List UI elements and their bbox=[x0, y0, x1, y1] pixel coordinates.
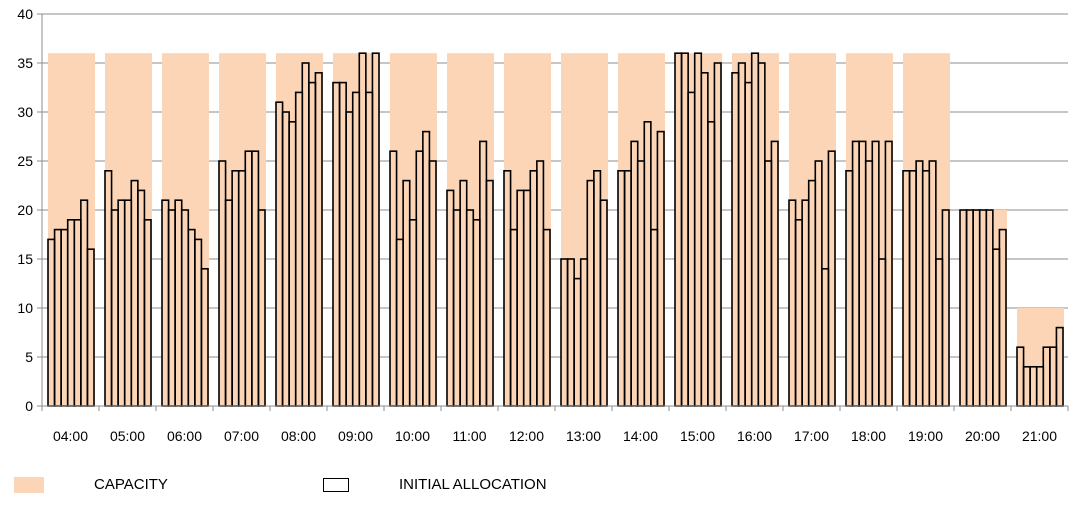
gridlines bbox=[42, 13, 1068, 358]
x-tick-label: 13:00 bbox=[566, 428, 601, 444]
axes bbox=[37, 13, 1069, 411]
legend-item-initial-allocation: INITIAL ALLOCATION bbox=[323, 476, 547, 493]
y-tick-label: 5 bbox=[25, 349, 33, 365]
x-tick-label: 10:00 bbox=[395, 428, 430, 444]
capacity-swatch bbox=[14, 476, 44, 493]
legend-label-initial-allocation: INITIAL ALLOCATION bbox=[399, 476, 547, 493]
x-tick-label: 05:00 bbox=[110, 428, 145, 444]
x-tick-label: 19:00 bbox=[908, 428, 943, 444]
x-tick-label: 07:00 bbox=[224, 428, 259, 444]
x-tick-label: 08:00 bbox=[281, 428, 316, 444]
x-tick-label: 11:00 bbox=[453, 428, 487, 444]
x-tick-label: 09:00 bbox=[338, 428, 373, 444]
legend-item-capacity: CAPACITY bbox=[14, 476, 168, 493]
y-tick-label: 0 bbox=[25, 398, 33, 414]
legend-label-capacity: CAPACITY bbox=[94, 476, 168, 493]
x-axis-tick-labels: 04:00 05:00 06:00 07:00 08:00 09:00 10:00 11:00… bbox=[53, 428, 1057, 444]
x-tick-label: 21:00 bbox=[1022, 428, 1057, 444]
y-tick-label: 10 bbox=[17, 300, 33, 316]
x-tick-label: 20:00 bbox=[965, 428, 1000, 444]
y-tick-label: 40 bbox=[17, 6, 33, 22]
x-tick-label: 17:00 bbox=[794, 428, 829, 444]
x-tick-label: 18:00 bbox=[851, 428, 886, 444]
x-tick-label: 06:00 bbox=[167, 428, 202, 444]
x-tick-label: 04:00 bbox=[53, 428, 88, 444]
y-tick-label: 25 bbox=[17, 153, 33, 169]
y-tick-label: 30 bbox=[17, 104, 33, 120]
allocation-swatch bbox=[323, 477, 349, 492]
y-tick-label: 35 bbox=[17, 55, 33, 71]
x-tick-label: 14:00 bbox=[623, 428, 658, 444]
x-tick-label: 16:00 bbox=[737, 428, 772, 444]
y-axis-tick-labels: 0 5 10 15 20 25 30 35 40 bbox=[17, 6, 33, 414]
y-tick-label: 15 bbox=[17, 251, 33, 267]
capacity-bars bbox=[48, 53, 1064, 406]
y-tick-label: 20 bbox=[17, 202, 33, 218]
x-tick-label: 12:00 bbox=[509, 428, 544, 444]
x-tick-label: 15:00 bbox=[680, 428, 715, 444]
